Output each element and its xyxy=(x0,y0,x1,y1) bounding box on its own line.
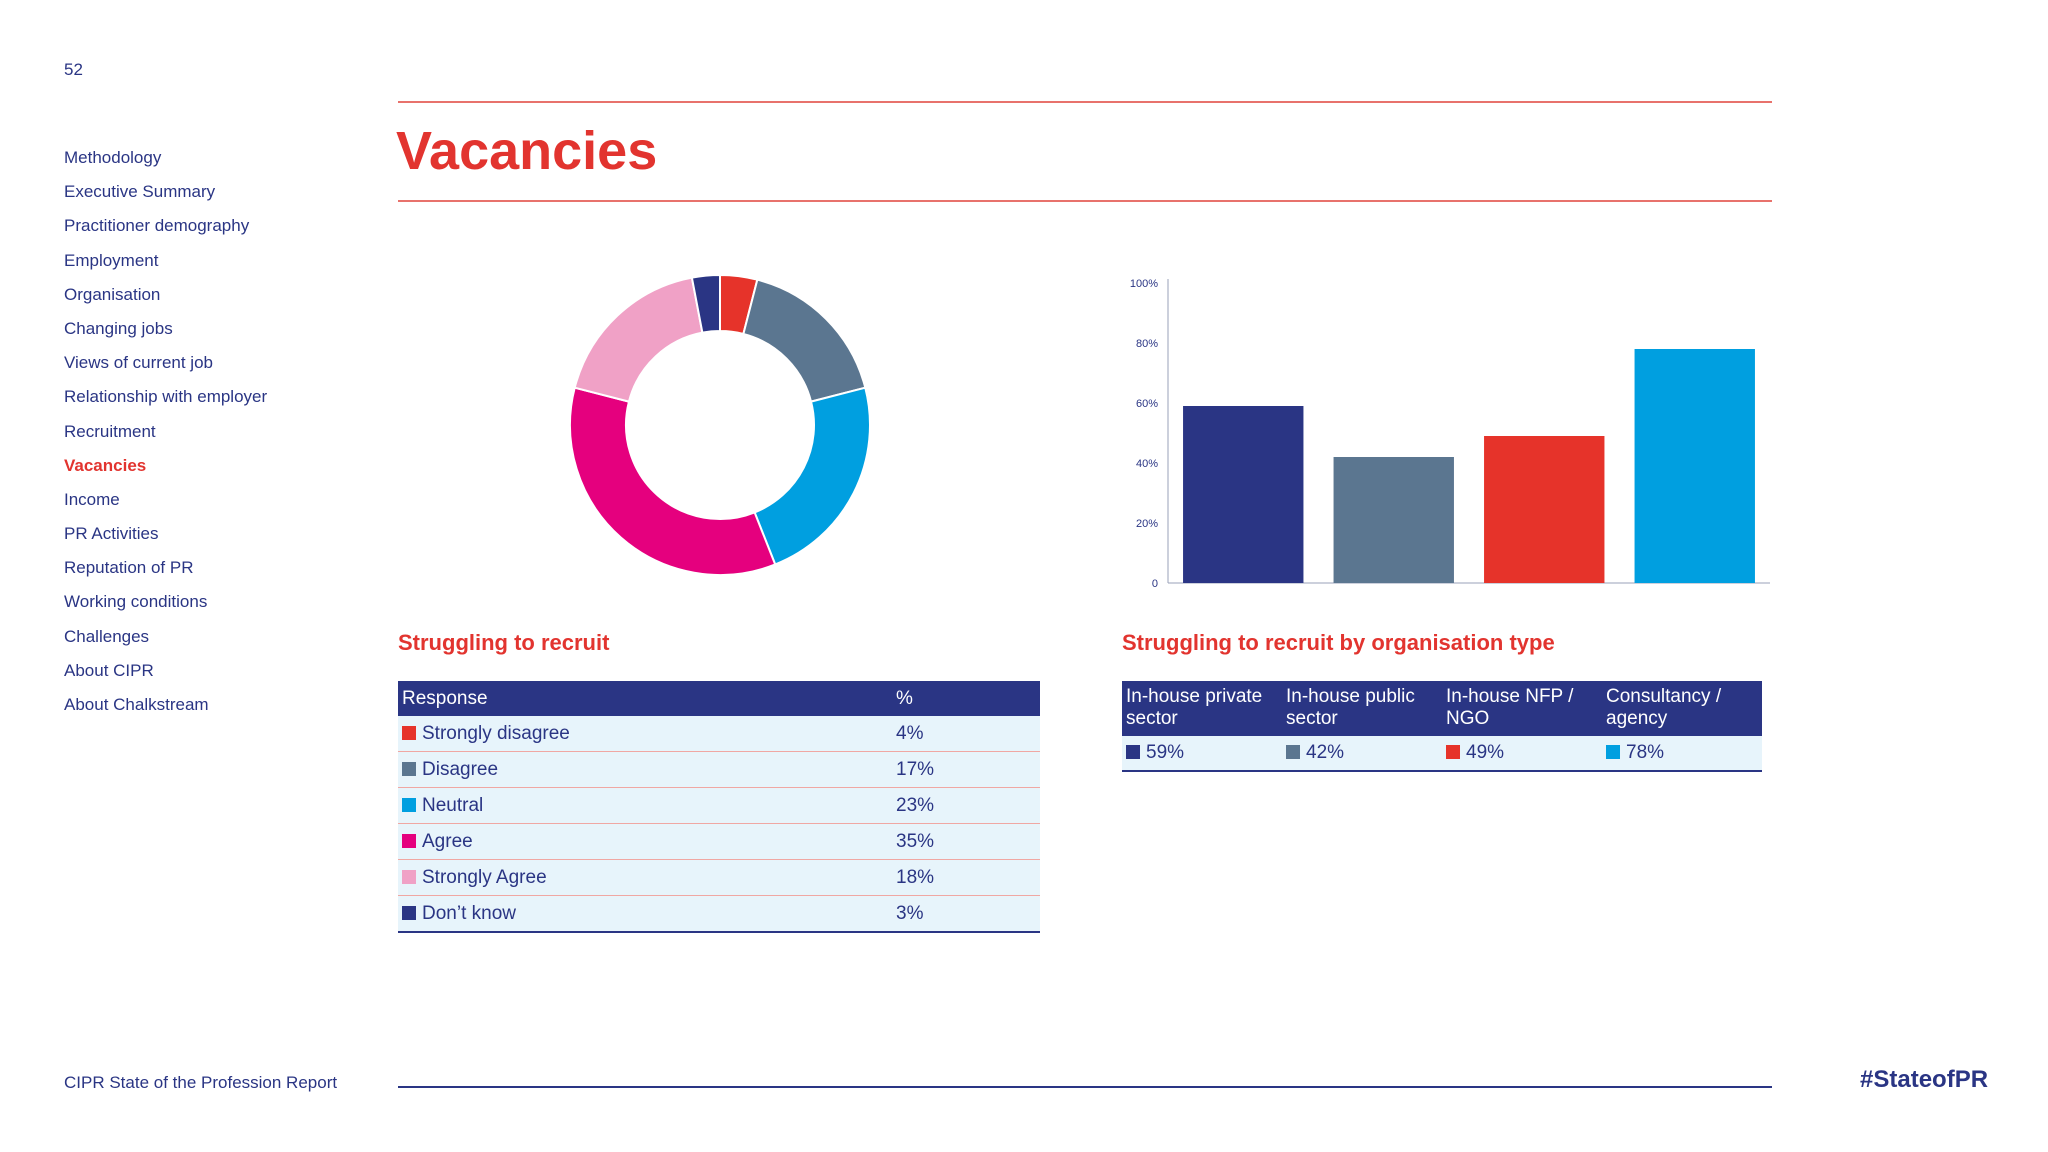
sidebar-item-methodology[interactable]: Methodology xyxy=(64,148,162,167)
y-tick-label: 80% xyxy=(1136,338,1158,350)
response-cell: Neutral xyxy=(398,787,892,824)
org-type-value: 78% xyxy=(1626,742,1665,763)
page-number: 52 xyxy=(64,60,83,79)
bar-in-house-private-sector xyxy=(1183,406,1304,583)
sidebar-item-about-cipr[interactable]: About CIPR xyxy=(64,660,154,680)
table-header-row: In-house private sector In-house public s… xyxy=(1122,681,1762,736)
table-header-row: Response % xyxy=(398,681,1040,716)
response-cell: Disagree xyxy=(398,751,892,788)
response-cell: Strongly disagree xyxy=(398,716,892,752)
legend-swatch xyxy=(402,905,416,920)
response-cell: Don’t know xyxy=(398,895,892,932)
table-row: Neutral 23% xyxy=(398,787,1040,824)
legend-swatch xyxy=(402,797,416,812)
sidebar-item-income[interactable]: Income xyxy=(64,489,120,509)
response-cell: Agree xyxy=(398,823,892,860)
legend-swatch xyxy=(402,725,416,740)
pct-cell: 23% xyxy=(892,787,1040,824)
table-row: Disagree 17% xyxy=(398,751,1040,788)
sidebar-item-recruitment[interactable]: Recruitment xyxy=(64,421,156,441)
legend-swatch xyxy=(402,761,416,776)
pie-section-title: Struggling to recruit xyxy=(398,630,610,655)
pct-cell: 4% xyxy=(892,716,1040,752)
sidebar-item-vacancies[interactable]: Vacancies xyxy=(64,455,147,475)
donut-chart xyxy=(569,273,871,576)
sidebar-item-organisation[interactable]: Organisation xyxy=(64,284,161,304)
response-label: Agree xyxy=(422,830,473,852)
org-type-value: 59% xyxy=(1146,742,1185,763)
y-tick-label: 0 xyxy=(1152,578,1158,590)
table-row: 59% 42% 49% 78% xyxy=(1122,736,1762,771)
response-cell: Strongly Agree xyxy=(398,859,892,896)
bar-in-house-nfp-ngo xyxy=(1484,436,1605,583)
response-label: Strongly Agree xyxy=(422,866,547,888)
bar-in-house-public-sector xyxy=(1333,457,1454,583)
sidebar-item-practitioner-demography[interactable]: Practitioner demography xyxy=(64,216,250,236)
donut-slice-neutral xyxy=(753,386,871,566)
page-title: Vacancies xyxy=(396,121,658,181)
org-type-header: In-house private sector xyxy=(1122,681,1282,736)
org-type-value-cell: 78% xyxy=(1602,736,1762,771)
sidebar-item-executive-summary[interactable]: Executive Summary xyxy=(64,182,216,202)
bar-data-table: In-house private sector In-house public s… xyxy=(1122,681,1762,772)
footer-rule xyxy=(398,1086,1772,1088)
sidebar-item-employment[interactable]: Employment xyxy=(64,250,159,270)
org-type-value-cell: 42% xyxy=(1282,736,1442,771)
donut-slice-disagree xyxy=(742,278,867,403)
org-type-value-cell: 59% xyxy=(1122,736,1282,771)
legend-swatch xyxy=(402,833,416,848)
pie-data-table: Response % Strongly disagree 4% Disagree 17… xyxy=(398,681,1040,933)
donut-slice-don-t-know xyxy=(690,273,721,334)
sidebar-item-pr-activities[interactable]: PR Activities xyxy=(64,524,159,544)
table-row: Don’t know 3% xyxy=(398,895,1040,932)
org-type-value-cell: 49% xyxy=(1442,736,1602,771)
legend-swatch xyxy=(402,869,416,884)
org-type-header: In-house NFP / NGO xyxy=(1442,681,1602,736)
sidebar-item-views-of-current-job[interactable]: Views of current job xyxy=(64,353,213,373)
legend-swatch xyxy=(1126,745,1140,759)
pct-cell: 17% xyxy=(892,751,1040,788)
response-label: Neutral xyxy=(422,794,484,816)
sidebar-nav: Methodology Executive Summary Practitioner… xyxy=(64,146,267,727)
response-label: Don’t know xyxy=(422,902,516,924)
y-tick-label: 20% xyxy=(1136,518,1158,530)
pct-cell: 35% xyxy=(892,823,1040,860)
response-header: Response xyxy=(398,681,892,716)
response-label: Disagree xyxy=(422,758,499,780)
pct-header: % xyxy=(892,681,1040,716)
title-top-rule xyxy=(398,101,1772,103)
bar-chart: 0 20% 40% 60% 80% 100% xyxy=(1130,278,1770,590)
y-tick-label: 100% xyxy=(1130,278,1158,290)
footer-report-name: CIPR State of the Profession Report xyxy=(64,1073,338,1092)
pct-cell: 3% xyxy=(892,895,1040,932)
bar-section-title: Struggling to recruit by organisation ty… xyxy=(1122,630,1555,655)
pct-cell: 18% xyxy=(892,859,1040,896)
table-row: Strongly Agree 18% xyxy=(398,859,1040,896)
legend-swatch xyxy=(1606,745,1620,759)
sidebar-item-about-chalkstream[interactable]: About Chalkstream xyxy=(64,695,209,714)
org-type-value: 49% xyxy=(1466,742,1505,763)
donut-slice-agree xyxy=(569,386,777,576)
footer-hashtag[interactable]: #StateofPR xyxy=(1860,1066,1989,1093)
legend-swatch xyxy=(1286,745,1300,759)
table-row: Agree 35% xyxy=(398,823,1040,860)
legend-swatch xyxy=(1446,745,1460,759)
donut-slice-strongly-agree xyxy=(573,276,704,403)
sidebar-item-working-conditions[interactable]: Working conditions xyxy=(64,592,208,612)
table-row: Strongly disagree 4% xyxy=(398,716,1040,752)
org-type-header: Consultancy / agency xyxy=(1602,681,1762,736)
y-tick-label: 60% xyxy=(1136,398,1158,410)
response-label: Strongly disagree xyxy=(422,722,570,744)
title-bottom-rule xyxy=(398,200,1772,202)
sidebar-item-reputation-of-pr[interactable]: Reputation of PR xyxy=(64,558,194,578)
y-tick-label: 40% xyxy=(1136,458,1158,470)
bar-consultancy-agency xyxy=(1634,349,1755,583)
org-type-header: In-house public sector xyxy=(1282,681,1442,736)
org-type-value: 42% xyxy=(1306,742,1345,763)
sidebar-item-relationship-with-employer[interactable]: Relationship with employer xyxy=(64,387,268,407)
sidebar-item-challenges[interactable]: Challenges xyxy=(64,626,150,646)
sidebar-item-changing-jobs[interactable]: Changing jobs xyxy=(64,318,173,338)
